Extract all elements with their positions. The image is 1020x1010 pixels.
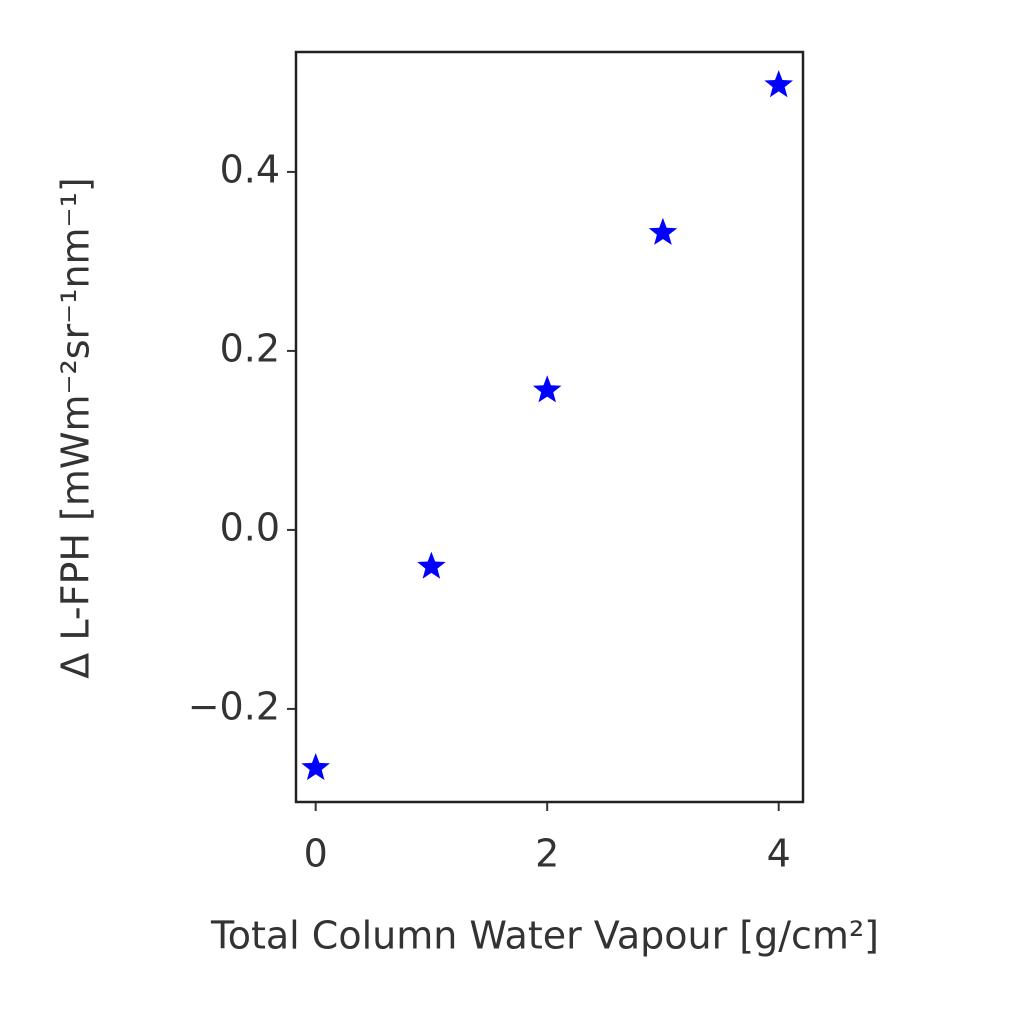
data-point [648, 217, 678, 245]
x-tick-label: 4 [767, 832, 791, 876]
x-tick-label: 0 [304, 832, 328, 876]
plot-frame [294, 50, 805, 804]
y-tick-label: 0.2 [220, 326, 280, 370]
y-axis-label: Δ L-FPH [mWm⁻²sr⁻¹nm⁻¹] [54, 177, 98, 678]
y-tick-label: 0.0 [220, 505, 280, 549]
x-tick-label: 2 [535, 832, 559, 876]
x-axis-label: Total Column Water Vapour [g/cm²] [210, 914, 879, 958]
y-tick-label: −0.2 [188, 684, 280, 728]
data-point [764, 70, 793, 98]
data-point [532, 375, 562, 403]
y-tick-label: 0.4 [220, 147, 280, 191]
data-point [301, 753, 330, 781]
data-point [417, 551, 446, 579]
